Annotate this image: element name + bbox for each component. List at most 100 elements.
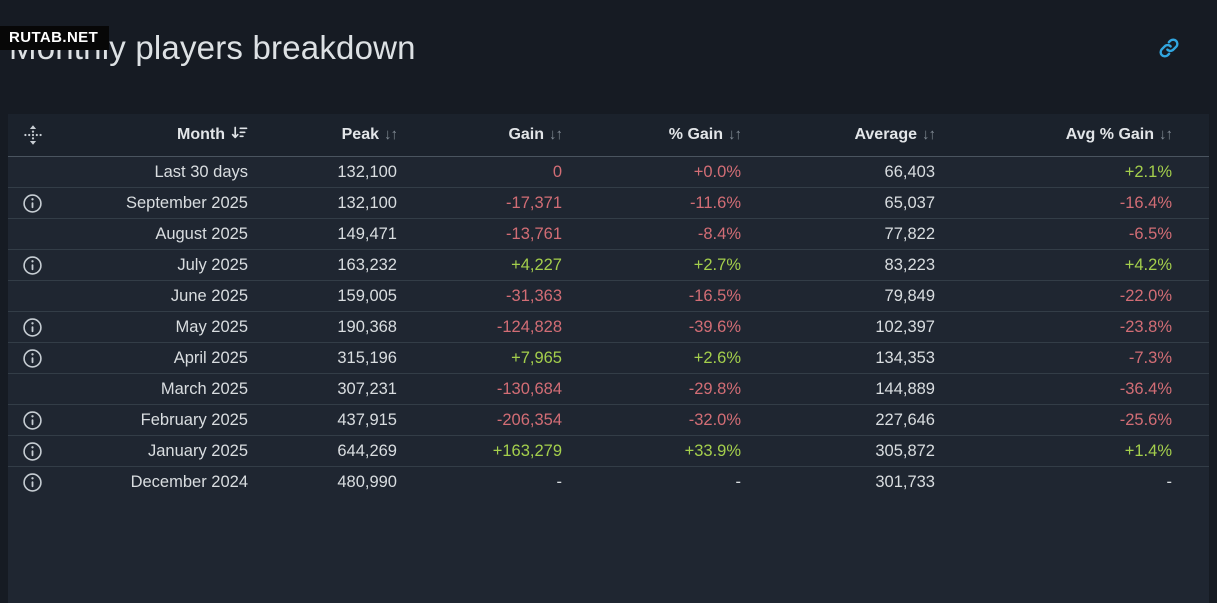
sort-updown-icon: ↓↑ [728,126,742,143]
info-icon[interactable] [22,441,43,462]
table-body: Last 30 days 132,100 0 +0.0% 66,403 +2.1… [8,157,1209,497]
gain-cell: -124,828 [407,311,572,343]
avg-pct-gain-cell: -7.3% [945,342,1209,374]
column-label: % Gain [668,126,723,143]
month-cell: January 2025 [56,435,258,467]
month-cell: December 2024 [56,466,258,497]
info-cell [8,435,56,467]
avg-pct-gain-cell: -22.0% [945,280,1209,312]
gain-cell: -13,761 [407,218,572,250]
avg-pct-gain-cell: -36.4% [945,373,1209,405]
gain-cell: -17,371 [407,187,572,219]
table-row: December 2024 480,990 - - 301,733 - [8,466,1209,497]
avg-pct-gain-cell: -23.8% [945,311,1209,343]
peak-cell: 437,915 [258,404,407,436]
month-cell: April 2025 [56,342,258,374]
average-cell: 134,353 [751,342,945,374]
month-cell: May 2025 [56,311,258,343]
monthly-players-table: Month Peak ↓↑ Gain ↓↑ % Gain ↓↑ Average ↓↑ A… [8,114,1209,497]
column-label: Avg % Gain [1065,126,1154,143]
gain-cell: 0 [552,162,562,181]
gain-cell: - [407,466,572,497]
column-label: Peak [341,126,379,143]
column-header-month[interactable]: Month [56,114,258,157]
average-cell: 305,872 [751,435,945,467]
peak-cell: 149,471 [258,218,407,250]
info-cell [8,157,56,188]
gain-cell: +7,965 [407,342,572,374]
drag-handle-icon[interactable] [22,124,44,146]
page-title: Monthly players breakdown [9,29,416,66]
info-icon[interactable] [22,348,43,369]
info-icon[interactable] [22,410,43,431]
month-cell: Last 30 days [154,162,248,181]
pct-gain-cell: +2.7% [572,249,751,281]
sort-updown-icon: ↓↑ [549,126,563,143]
pct-gain-cell: -16.5% [572,280,751,312]
peak-cell: 644,269 [258,435,407,467]
info-cell [8,342,56,374]
gain-cell: -130,684 [407,373,572,405]
gain-cell: -206,354 [407,404,572,436]
average-cell: 102,397 [751,311,945,343]
pct-gain-cell: +0.0% [693,162,741,181]
pct-gain-cell: -11.6% [572,187,751,219]
average-cell: 227,646 [751,404,945,436]
gain-cell: +4,227 [407,249,572,281]
info-cell [8,404,56,436]
sort-updown-icon: ↓↑ [922,126,936,143]
avg-pct-gain-cell: -6.5% [945,218,1209,250]
gain-cell: +163,279 [407,435,572,467]
month-cell: March 2025 [56,373,258,405]
pct-gain-cell: -8.4% [572,218,751,250]
average-cell: 83,223 [751,249,945,281]
info-cell [8,311,56,343]
avg-pct-gain-cell: -25.6% [945,404,1209,436]
column-header-gain[interactable]: Gain ↓↑ [407,114,572,157]
peak-cell: 159,005 [258,280,407,312]
column-header-average[interactable]: Average ↓↑ [751,114,945,157]
pct-gain-cell: - [572,466,751,497]
column-header-drag[interactable] [8,114,56,157]
info-icon[interactable] [22,193,43,214]
average-cell: 79,849 [751,280,945,312]
page-header: Monthly players breakdown [9,26,1180,70]
avg-pct-gain-cell: -16.4% [945,187,1209,219]
table-row: June 2025 159,005 -31,363 -16.5% 79,849 … [8,280,1209,312]
pct-gain-cell: +33.9% [572,435,751,467]
table-header-row: Month Peak ↓↑ Gain ↓↑ % Gain ↓↑ Average ↓↑ A… [8,114,1209,157]
column-label: Month [177,125,225,143]
avg-pct-gain-cell: - [945,466,1209,497]
avg-pct-gain-cell: +2.1% [1124,162,1172,181]
month-cell: February 2025 [56,404,258,436]
table-row: April 2025 315,196 +7,965 +2.6% 134,353 … [8,342,1209,374]
info-icon[interactable] [22,255,43,276]
table-row: September 2025 132,100 -17,371 -11.6% 65… [8,187,1209,219]
table-row: May 2025 190,368 -124,828 -39.6% 102,397… [8,311,1209,343]
watermark-badge: RUTAB.NET [0,26,110,50]
info-cell [8,187,56,219]
average-cell: 144,889 [751,373,945,405]
average-cell: 66,403 [884,162,935,181]
info-cell [8,218,56,250]
info-icon[interactable] [22,317,43,338]
column-header-avg-pct-gain[interactable]: Avg % Gain ↓↑ [945,114,1209,157]
column-header-peak[interactable]: Peak ↓↑ [258,114,407,157]
peak-cell: 480,990 [258,466,407,497]
peak-cell: 132,100 [337,162,397,181]
info-cell [8,373,56,405]
info-cell [8,249,56,281]
month-cell: August 2025 [56,218,258,250]
peak-cell: 315,196 [258,342,407,374]
info-cell [8,466,56,497]
column-header-pct-gain[interactable]: % Gain ↓↑ [572,114,751,157]
peak-cell: 132,100 [258,187,407,219]
month-cell: September 2025 [56,187,258,219]
peak-cell: 190,368 [258,311,407,343]
permalink-button[interactable] [1158,37,1180,59]
info-icon[interactable] [22,472,43,493]
players-breakdown-panel: Month Peak ↓↑ Gain ↓↑ % Gain ↓↑ Average ↓↑ A… [8,114,1209,603]
pct-gain-cell: -32.0% [572,404,751,436]
sort-updown-icon: ↓↑ [1159,126,1173,143]
pct-gain-cell: -29.8% [572,373,751,405]
